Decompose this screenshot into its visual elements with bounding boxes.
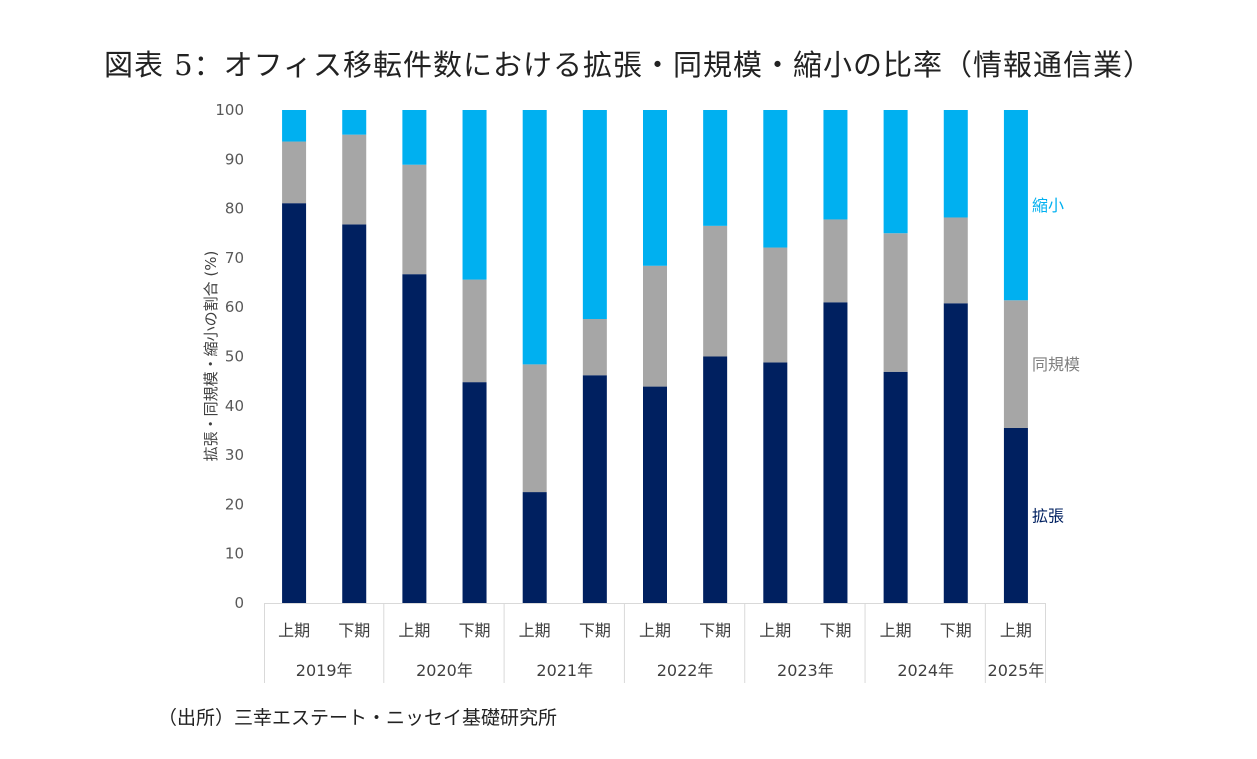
bar-segment [582,110,607,320]
bar-segment [643,265,667,387]
y-tick-label: 60 [225,298,244,316]
bar-segment [582,375,607,603]
bar-segment [282,141,307,204]
bar-segment [402,164,427,275]
y-tick-label: 80 [225,200,244,218]
bar-segment [342,110,367,135]
bar-segment [643,386,667,603]
x-category-label: 上期 [398,621,430,640]
x-group-label: 2020年 [416,661,473,680]
y-tick-label: 40 [225,397,244,415]
x-category-label: 下期 [699,621,731,640]
bar-segment [643,110,667,266]
y-tick-label: 70 [225,249,244,267]
x-category-label: 下期 [579,621,611,640]
bar-segment [462,110,487,280]
bar-segment [703,110,728,226]
bar-segment [402,110,427,165]
x-group-label: 2021年 [536,661,593,680]
bars [282,110,1028,603]
source-note: （出所）三幸エステート・ニッセイ基礎研究所 [158,707,558,729]
x-category-label: 下期 [338,621,370,640]
bar-segment [763,110,788,248]
y-tick-label: 100 [215,101,244,119]
y-tick-label: 50 [225,348,244,366]
bar-segment [522,492,547,603]
x-group-label: 2019年 [296,661,353,680]
x-category-label: 上期 [759,621,791,640]
bar-segment [342,224,367,603]
legend-label: 拡張 [1032,506,1064,525]
bar-segment [1003,300,1028,428]
x-category-label: 上期 [278,621,310,640]
y-tick-label: 30 [225,446,244,464]
bar-segment [582,319,607,376]
x-axis: 上期 下期 上期 下期 上期 下期 上期 下期 上期 下期 上期 下期 上期 2019年 2020年 2021… [264,603,1046,683]
bar-segment [943,110,968,218]
bar-segment [1003,427,1028,603]
bar-segment [823,302,848,603]
chart-title: 図表 5：オフィス移転件数における拡張・同規模・縮小の比率（情報通信業） [103,48,1154,82]
x-group-label: 2025年 [988,661,1045,680]
x-category-label: 下期 [940,621,972,640]
bar-segment [943,217,968,304]
x-group-label: 2024年 [897,661,954,680]
bar-segment [823,219,848,303]
legend-label: 縮小 [1032,196,1064,215]
bar-segment [282,110,307,142]
bar-segment [823,110,848,220]
bar-segment [883,233,908,372]
y-axis-ticks: 0 10 20 30 40 50 60 70 80 90 100 [215,101,244,612]
y-tick-label: 0 [234,594,244,612]
x-category-label: 上期 [880,621,912,640]
x-category-label: 下期 [459,621,491,640]
y-tick-label: 90 [225,150,244,168]
y-axis-label: 拡張・同規模・縮小の割合 (%) [202,251,220,462]
bar-segment [703,356,728,603]
y-tick-label: 20 [225,495,244,513]
x-group-label: 2022年 [657,661,714,680]
bar-segment [763,247,788,363]
legend-label: 同規模 [1032,355,1080,374]
bar-segment [462,279,487,383]
bar-segment [282,203,307,603]
bar-segment [342,134,367,225]
bar-segment [883,110,908,234]
bar-segment [462,382,487,603]
bar-segment [703,225,728,357]
x-category-label: 上期 [1000,621,1032,640]
bar-segment [522,364,547,493]
x-category-label: 上期 [519,621,551,640]
x-category-label: 上期 [639,621,671,640]
bar-segment [943,303,968,603]
bar-segment [402,274,427,603]
bar-segment [1003,110,1028,301]
x-group-label: 2023年 [777,661,834,680]
bar-segment [883,371,908,603]
bar-segment [763,362,788,603]
bar-segment [522,110,547,365]
x-category-label: 下期 [819,621,851,640]
y-tick-label: 10 [225,545,244,563]
